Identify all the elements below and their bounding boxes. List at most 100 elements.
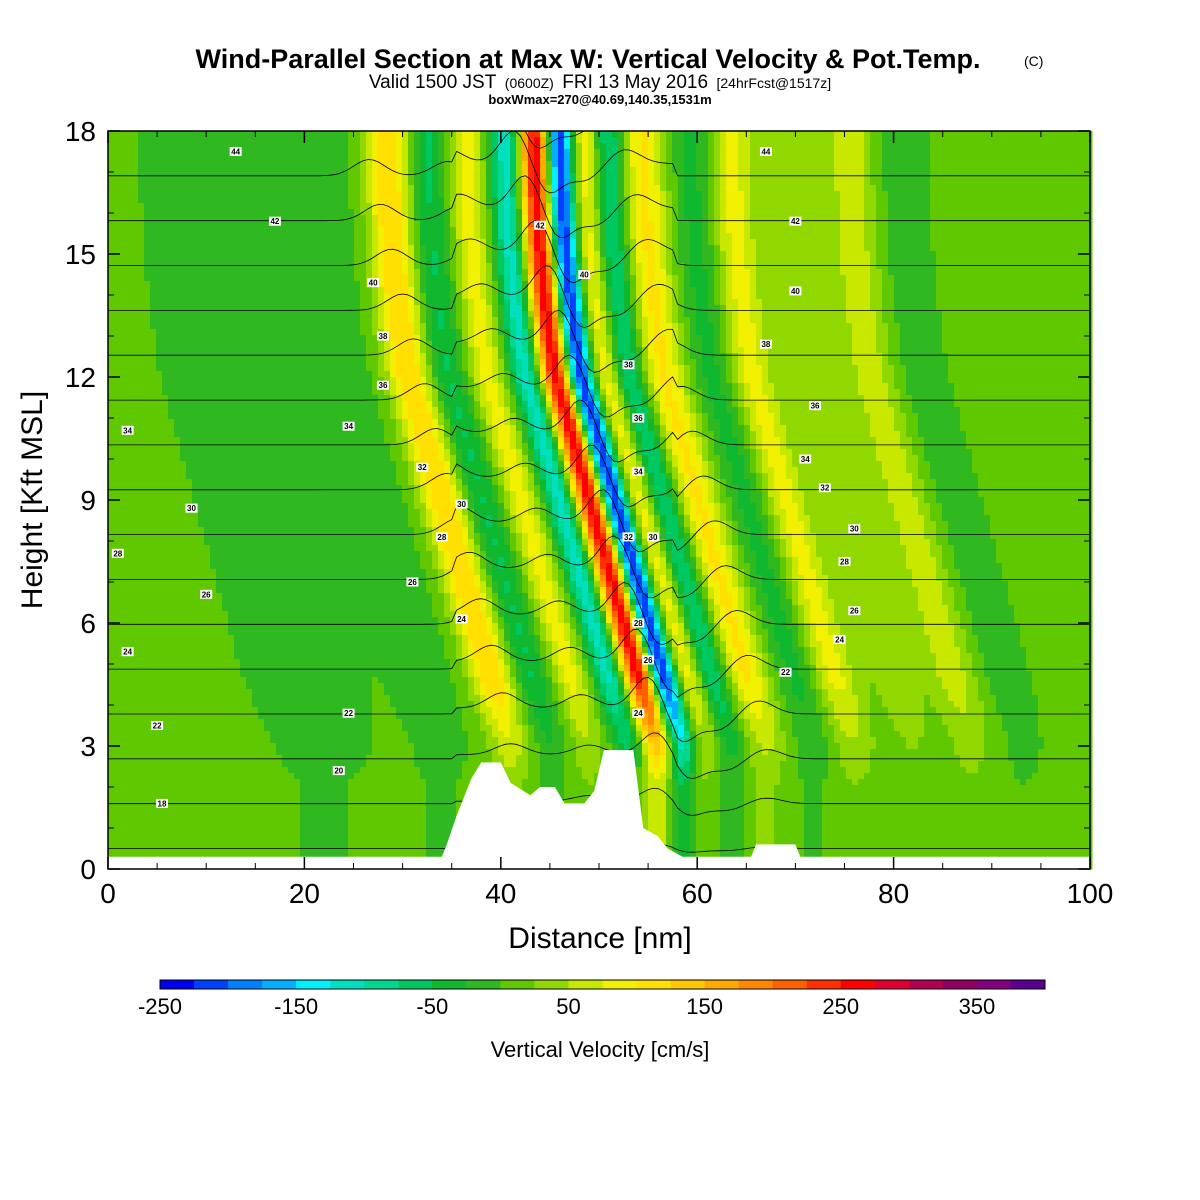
field-cell (138, 143, 145, 150)
field-cell (186, 251, 193, 258)
field-cell (750, 185, 757, 192)
field-cell (846, 275, 853, 282)
field-cell (570, 191, 577, 198)
field-cell (378, 197, 385, 204)
field-cell (384, 227, 391, 234)
field-cell (156, 287, 163, 294)
field-cell (438, 221, 445, 228)
field-cell (516, 149, 523, 156)
field-cell (468, 179, 475, 186)
field-cell (354, 311, 361, 318)
field-cell (120, 155, 127, 162)
field-cell (558, 149, 565, 156)
field-cell (1062, 251, 1069, 258)
field-cell (630, 131, 637, 138)
field-cell (162, 293, 169, 300)
field-cell (324, 155, 331, 162)
field-cell (510, 257, 517, 264)
field-cell (180, 221, 187, 228)
field-cell (1008, 137, 1015, 144)
field-cell (330, 239, 337, 246)
field-cell (708, 203, 715, 210)
field-cell (330, 245, 337, 252)
field-cell (834, 299, 841, 306)
field-cell (318, 281, 325, 288)
field-cell (762, 269, 769, 276)
field-cell (432, 293, 439, 300)
field-cell (852, 149, 859, 156)
field-cell (636, 275, 643, 282)
field-cell (780, 221, 787, 228)
field-cell (732, 239, 739, 246)
field-cell (1026, 233, 1033, 240)
field-cell (420, 185, 427, 192)
field-cell (258, 143, 265, 150)
field-cell (396, 131, 403, 138)
field-cell (690, 173, 697, 180)
field-cell (582, 161, 589, 168)
field-cell (240, 179, 247, 186)
field-cell (252, 149, 259, 156)
field-cell (1062, 149, 1069, 156)
field-cell (414, 227, 421, 234)
field-cell (144, 173, 151, 180)
field-cell (924, 233, 931, 240)
field-cell (1080, 185, 1087, 192)
field-cell (108, 221, 115, 228)
field-cell (378, 239, 385, 246)
field-cell (588, 209, 595, 216)
field-cell (426, 137, 433, 144)
field-cell (120, 191, 127, 198)
field-cell (1074, 263, 1081, 270)
field-cell (162, 281, 169, 288)
field-cell (1038, 137, 1045, 144)
field-cell (840, 173, 847, 180)
field-cell (246, 227, 253, 234)
field-cell (192, 203, 199, 210)
field-cell (624, 203, 631, 210)
field-cell (564, 293, 571, 300)
field-cell (492, 155, 499, 162)
field-cell (180, 299, 187, 306)
field-cell (420, 257, 427, 264)
field-cell (120, 185, 127, 192)
field-cell (786, 209, 793, 216)
field-cell (936, 161, 943, 168)
field-cell (954, 173, 961, 180)
field-cell (804, 281, 811, 288)
field-cell (366, 203, 373, 210)
field-cell (282, 281, 289, 288)
field-cell (996, 293, 1003, 300)
field-cell (1062, 305, 1069, 312)
field-cell (690, 227, 697, 234)
field-cell (804, 275, 811, 282)
field-cell (198, 197, 205, 204)
field-cell (618, 167, 625, 174)
field-cell (756, 239, 763, 246)
field-cell (972, 239, 979, 246)
field-cell (762, 287, 769, 294)
field-cell (384, 209, 391, 216)
field-cell (918, 275, 925, 282)
field-cell (510, 233, 517, 240)
field-cell (444, 209, 451, 216)
field-cell (726, 305, 733, 312)
field-cell (180, 155, 187, 162)
field-cell (738, 191, 745, 198)
field-cell (996, 227, 1003, 234)
field-cell (258, 245, 265, 252)
field-cell (990, 269, 997, 276)
field-cell (474, 185, 481, 192)
field-cell (456, 227, 463, 234)
field-cell (300, 173, 307, 180)
field-cell (342, 293, 349, 300)
field-cell (720, 173, 727, 180)
field-cell (528, 221, 535, 228)
field-cell (564, 257, 571, 264)
field-cell (144, 185, 151, 192)
field-cell (690, 281, 697, 288)
field-cell (954, 293, 961, 300)
field-cell (648, 269, 655, 276)
field-cell (984, 161, 991, 168)
field-cell (120, 215, 127, 222)
